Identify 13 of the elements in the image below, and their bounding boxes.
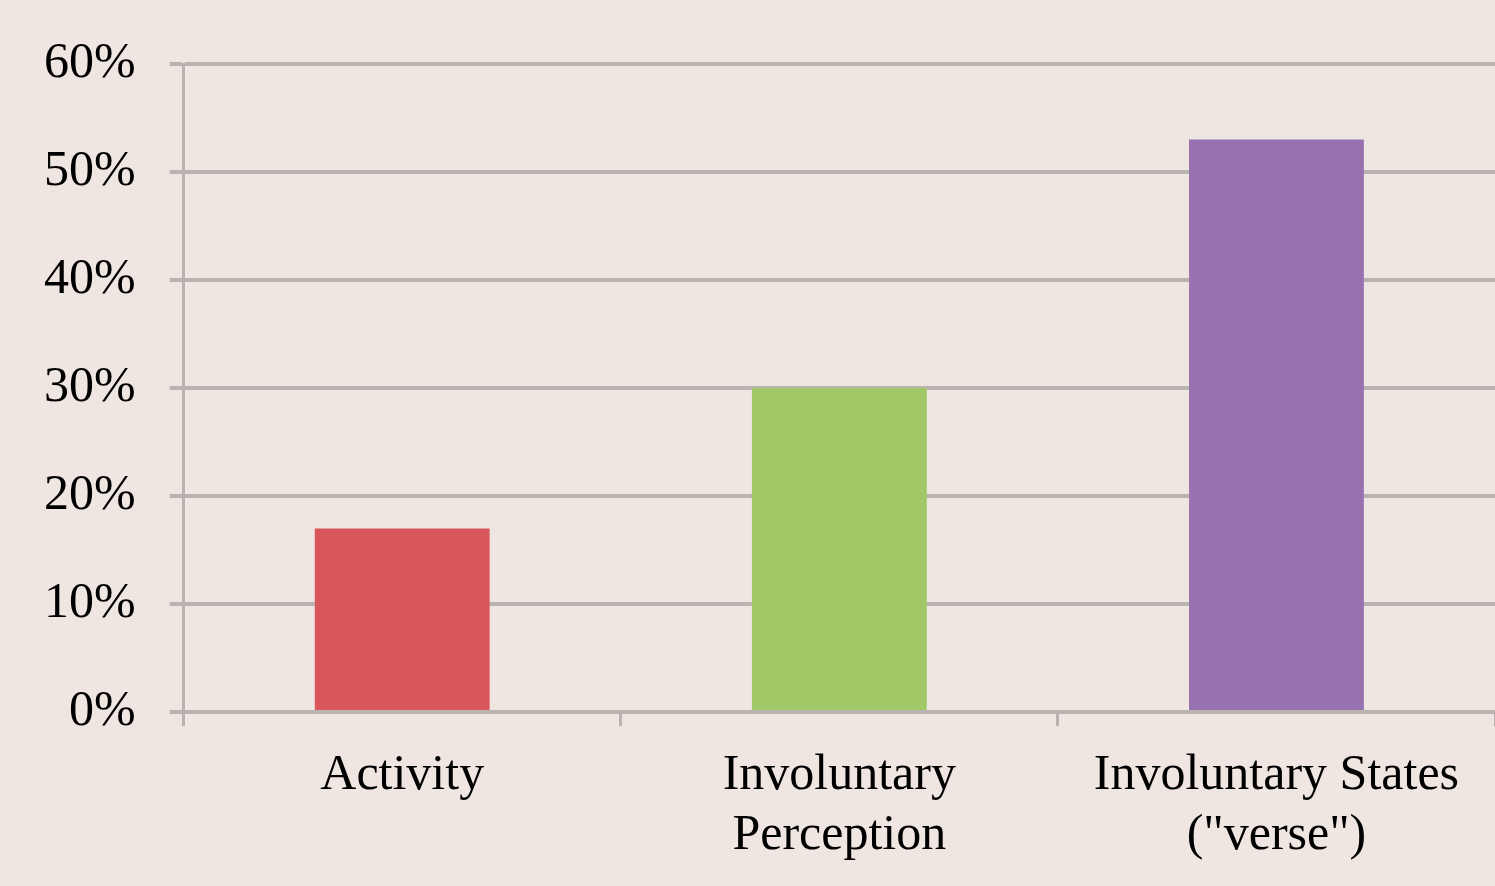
x-tick-label: Activity — [320, 744, 485, 801]
y-tick-label: 20% — [43, 464, 136, 521]
y-tick-label: 30% — [43, 356, 136, 413]
x-tick-label: Involuntary States ("verse") — [1093, 744, 1460, 861]
y-tick-label: 40% — [43, 248, 136, 305]
x-tick-label: Involuntary Perception — [722, 744, 956, 861]
bar — [751, 388, 927, 710]
y-tick-label: 50% — [43, 140, 136, 197]
bar — [314, 528, 490, 710]
y-tick-label: 60% — [43, 32, 136, 89]
bar — [1189, 139, 1364, 710]
y-tick-label: 0% — [68, 680, 136, 737]
y-tick-label: 10% — [43, 572, 136, 629]
